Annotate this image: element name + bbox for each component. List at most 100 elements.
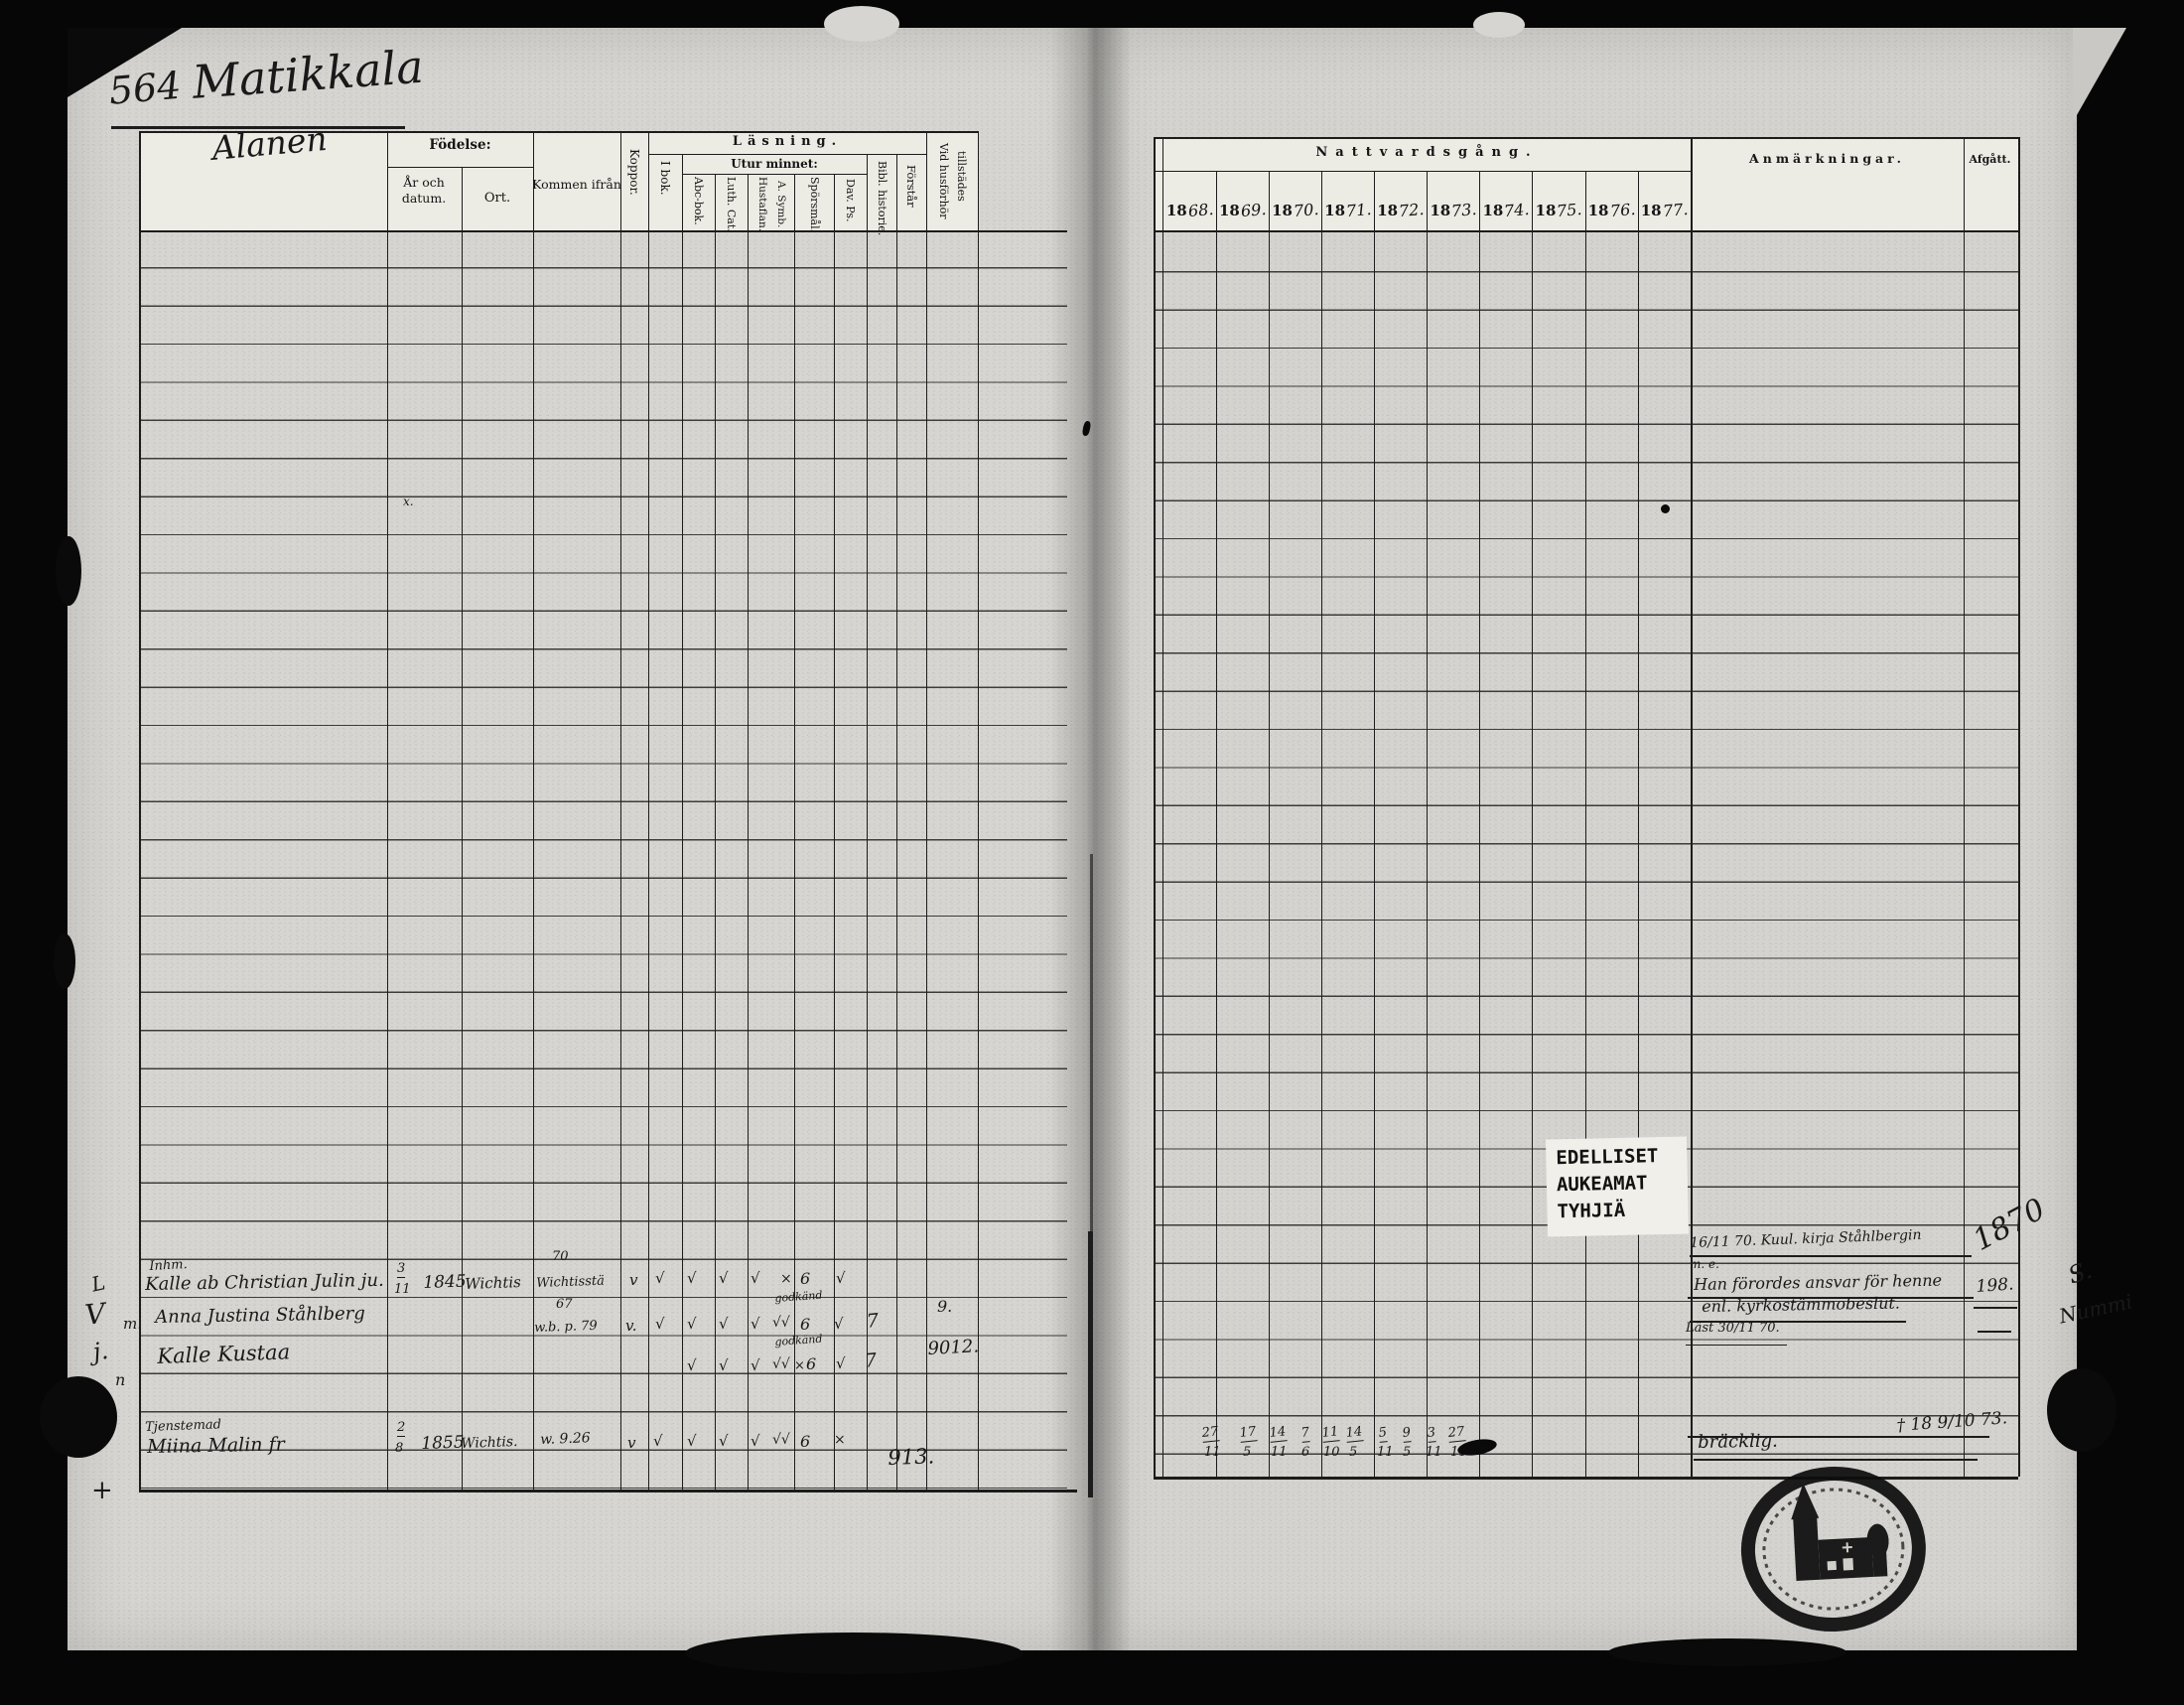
grid-line [1688,1297,1974,1299]
handwriting-entry: 7 [866,1309,880,1333]
grid-line [648,131,650,1490]
col-header-sporsmal: Spörsmål. [808,177,821,233]
handwriting-entry: √ [655,1315,665,1333]
handwriting-entry: √ [719,1269,729,1287]
handwriting-entry: √ [834,1315,844,1333]
handwriting-entry: √ [719,1315,729,1333]
year-printed-prefix: 18 [1218,202,1240,219]
grid-line [978,131,980,1490]
handwriting-entry: × [834,1432,846,1448]
year-column-header: 18 74. [1480,173,1533,228]
grid-line [1688,1436,1989,1438]
year-column-header: 18 72. [1374,173,1427,228]
year-column-header: 18 77. [1638,173,1691,228]
handwriting-entry: 17 [1239,1424,1258,1443]
handwriting-entry: √√ [772,1432,790,1448]
year-handwritten-suffix: 73. [1450,199,1478,221]
grid-line [139,131,978,133]
year-column-header: 18 76. [1585,173,1638,228]
handwriting-entry: 3 [1427,1425,1437,1443]
handwriting-entry: Tjenstemad [145,1417,222,1435]
col-header-i-bok: I bok. [658,161,672,196]
handwriting-entry: √ [751,1269,760,1287]
handwriting-entry: 11 [1271,1445,1288,1460]
handwriting-entry: √ [751,1315,760,1333]
bottom-edge-wave [1608,1638,1846,1666]
handwriting-entry: 198. [1976,1274,2015,1297]
handwriting-entry: √ [687,1315,697,1333]
handwriting-entry: 1855 [421,1432,465,1454]
year-handwritten-suffix: 70. [1293,199,1320,221]
handwriting-entry: Miina Malin fr [147,1433,285,1458]
grid-line [1978,1331,2011,1333]
grid-line [682,154,684,1490]
grid-line [926,131,928,1490]
grid-line [139,131,142,1492]
scan-right-notch [2073,28,2126,122]
handwriting-entry: √ [687,1269,697,1287]
handwriting-entry: √√ [772,1315,790,1331]
previous-spreads-empty-stamp: EDELLISET AUKEAMAT TYHJIÄ [1545,1136,1690,1237]
handwriting-entry: × [794,1358,805,1373]
handwriting-entry: enl. kyrkostämmobeslut. [1702,1293,1901,1316]
grid-line [1154,230,2018,233]
stamp-line: AUKEAMAT [1556,1172,1648,1197]
col-header-hustaflan: Hustaflan. [756,177,768,232]
grid-line [387,167,533,169]
handwriting-entry: 14 [1269,1424,1288,1443]
gutter-fold-line [1088,1231,1093,1497]
grid-line [1479,171,1481,1477]
grid-line [648,154,926,156]
grid-line [1690,1255,1972,1257]
handwriting-entry: √√ [772,1356,790,1372]
grid-line [834,174,836,1490]
grid-line [1638,171,1640,1477]
year-printed-prefix: 18 [1377,202,1399,219]
bottom-edge-wave [685,1633,1023,1674]
handwriting-entry: Wichtisstä [536,1273,606,1291]
grid-line [1427,171,1429,1477]
handwriting-entry: 6 [806,1354,817,1373]
col-header-vid-husforhor: Vid husförhör [937,143,950,219]
grid-line [1154,137,2018,139]
handwriting-entry: √ [655,1269,665,1287]
grid-line [1964,137,1966,1477]
handwriting-entry: 5 [1378,1425,1389,1443]
handwriting-entry: √ [719,1356,729,1374]
handwriting-entry: m. [123,1315,142,1333]
grid-line [1154,1477,2018,1480]
handwriting-entry: v [629,1271,638,1289]
handwriting-entry: √ [687,1432,697,1450]
handwriting-entry: 9 [1402,1425,1413,1443]
grid-line [462,167,464,1490]
grid-line [620,131,622,1490]
handwriting-entry: 6 [1301,1445,1310,1460]
handwriting-entry: 11 [1426,1445,1442,1460]
year-column-header: 18 68. [1163,173,1216,228]
grid-line [748,174,750,1490]
handwriting-entry: 2 [397,1420,406,1437]
handwriting-entry: 6 [800,1432,811,1451]
handwriting-entry: Wichtis. [461,1434,518,1452]
church-seal-stamp [1735,1461,1933,1641]
year-handwritten-suffix: 68. [1186,199,1214,221]
col-header-koppor: Koppor. [627,149,641,196]
grid-line [1162,137,1163,1480]
handwriting-entry: m. e. [1690,1257,1719,1271]
handwriting-entry: + [91,1476,113,1505]
year-handwritten-suffix: 74. [1503,199,1531,221]
stamp-line: EDELLISET [1556,1145,1659,1170]
grid-line [1974,1307,2017,1309]
grid-line [1154,137,1157,1480]
fodelse-group-header: Födelse: [429,137,491,153]
handwriting-entry: 11 [394,1282,411,1297]
grid-line [682,174,867,176]
year-column-header: 18 71. [1321,173,1374,228]
handwriting-entry: 7 [864,1349,878,1372]
left-page-row-grid [139,230,1067,1491]
handwriting-entry: 3 [397,1261,406,1278]
handwriting-entry: 8 [395,1441,404,1456]
grid-line [1321,171,1323,1477]
handwriting-entry: x. [403,495,414,508]
